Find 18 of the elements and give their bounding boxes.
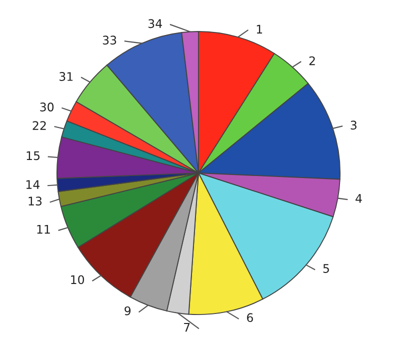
slice-label: 4 xyxy=(356,194,362,203)
slice-label: 6 xyxy=(247,313,253,322)
slice-label: 15 xyxy=(26,151,40,160)
slice-label: 34 xyxy=(148,19,162,28)
slice-label: 2 xyxy=(309,56,315,66)
slice-label: 5 xyxy=(323,264,329,273)
slice-label: 14 xyxy=(26,180,40,189)
slice-label: 13 xyxy=(28,196,42,206)
slice-label: 7 xyxy=(184,323,190,332)
slice-label: 30 xyxy=(40,102,54,112)
slice-label: 9 xyxy=(124,306,131,316)
slice-label: 1 xyxy=(256,24,262,34)
slice-label: 33 xyxy=(102,36,116,45)
slice-label: 10 xyxy=(71,275,84,284)
slice-label: 11 xyxy=(37,224,50,234)
slice-label: 22 xyxy=(32,121,46,130)
slice-label: 3 xyxy=(350,120,356,130)
slice-label: 31 xyxy=(60,72,73,81)
